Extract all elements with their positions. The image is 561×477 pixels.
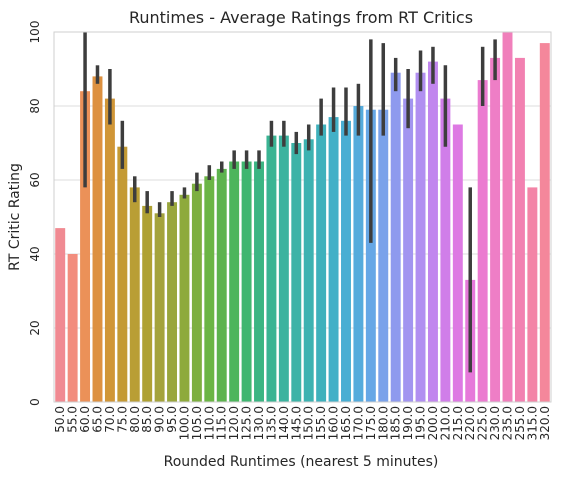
- bar: [254, 161, 264, 402]
- bar: [142, 205, 153, 402]
- bar: [303, 139, 314, 403]
- bar: [477, 80, 488, 402]
- x-tick-label: 80.0: [128, 406, 142, 433]
- bar: [378, 109, 389, 402]
- bar: [365, 109, 376, 402]
- y-tick-label: 0: [28, 398, 42, 406]
- bar: [403, 98, 414, 402]
- bar: [341, 120, 351, 403]
- bar: [216, 168, 227, 402]
- bar: [80, 91, 91, 402]
- x-tick-label: 160.0: [327, 406, 341, 440]
- x-tick-label: 145.0: [289, 406, 303, 440]
- x-tick-label: 155.0: [314, 406, 328, 440]
- x-tick-label: 115.0: [215, 406, 229, 440]
- x-tick-label: 185.0: [389, 406, 403, 440]
- bar: [502, 32, 513, 402]
- x-tick-label: 120.0: [227, 406, 241, 440]
- x-tick-label: 220.0: [463, 406, 477, 440]
- x-tick-label: 200.0: [426, 406, 440, 440]
- x-tick-label: 195.0: [414, 406, 428, 440]
- y-axis-title: RT Critic Rating: [7, 163, 23, 271]
- x-tick-label: 110.0: [202, 406, 216, 440]
- x-tick-label: 85.0: [140, 406, 154, 433]
- plot-area: 0 20 40 60 80 100 50.055.060.065.070.075.080.0…: [28, 21, 552, 441]
- x-tick-label: 180.0: [376, 406, 390, 440]
- bar: [92, 76, 103, 403]
- x-tick-label: 230.0: [488, 406, 502, 440]
- x-tick-label: 255.0: [513, 406, 527, 440]
- y-tick-label: 20: [28, 320, 42, 335]
- x-tick-label: 75.0: [115, 406, 129, 433]
- x-tick-label: 100.0: [177, 406, 191, 440]
- bar: [490, 57, 501, 403]
- bar: [415, 72, 426, 402]
- bar: [278, 135, 289, 402]
- y-tick-label: 80: [28, 98, 42, 113]
- x-tick-label: 60.0: [78, 406, 92, 433]
- x-tick-label: 130.0: [252, 406, 266, 440]
- x-tick-label: 70.0: [103, 406, 117, 433]
- x-tick-label: 90.0: [153, 406, 167, 433]
- x-tick-label: 135.0: [264, 406, 278, 440]
- x-tick-label: 165.0: [339, 406, 353, 440]
- bar: [204, 176, 215, 402]
- bar: [440, 98, 451, 402]
- x-tick-label: 320.0: [538, 406, 552, 440]
- bar: [241, 161, 252, 402]
- y-tick-label: 60: [28, 172, 42, 187]
- x-tick-label: 105.0: [190, 406, 204, 440]
- bar: [55, 228, 66, 402]
- x-tick-label: 50.0: [53, 406, 67, 433]
- bar: [229, 161, 240, 402]
- x-tick-label: 125.0: [240, 406, 254, 440]
- bar: [527, 187, 538, 402]
- bar: [104, 98, 115, 402]
- x-tick-label: 190.0: [401, 406, 415, 440]
- bar: [154, 213, 165, 402]
- bar: [316, 124, 327, 402]
- bar: [117, 146, 128, 402]
- x-tick-label: 225.0: [476, 406, 490, 440]
- y-tick-label: 100: [28, 21, 42, 44]
- plot-frame: [53, 31, 552, 403]
- bar: [328, 117, 339, 402]
- chart-title: Runtimes - Average Ratings from RT Criti…: [129, 8, 473, 27]
- x-tick-label: 55.0: [66, 406, 80, 433]
- x-tick-label: 140.0: [277, 406, 291, 440]
- bar: [266, 135, 277, 402]
- bar: [452, 124, 463, 402]
- bar: [67, 254, 78, 402]
- bar: [353, 106, 364, 402]
- bar: [179, 194, 190, 402]
- x-axis-title: Rounded Runtimes (nearest 5 minutes): [164, 454, 439, 470]
- bar: [514, 57, 525, 403]
- x-tick-label: 95.0: [165, 406, 179, 433]
- x-tick-label: 235.0: [501, 406, 515, 440]
- x-tick-label: 215.0: [451, 406, 465, 440]
- x-tick-label: 315.0: [525, 406, 539, 440]
- x-tick-label: 210.0: [438, 406, 452, 440]
- bar: [129, 187, 140, 402]
- bar: [291, 143, 302, 402]
- bar: [390, 72, 401, 402]
- x-tick-label: 175.0: [364, 406, 378, 440]
- x-tick-label: 65.0: [90, 406, 104, 433]
- bar: [167, 202, 178, 402]
- x-tick-label: 170.0: [351, 406, 365, 440]
- y-tick-label: 40: [28, 246, 42, 261]
- x-tick-label: 150.0: [302, 406, 316, 440]
- bar: [539, 43, 550, 402]
- bar: [191, 183, 202, 402]
- bar: [427, 61, 438, 402]
